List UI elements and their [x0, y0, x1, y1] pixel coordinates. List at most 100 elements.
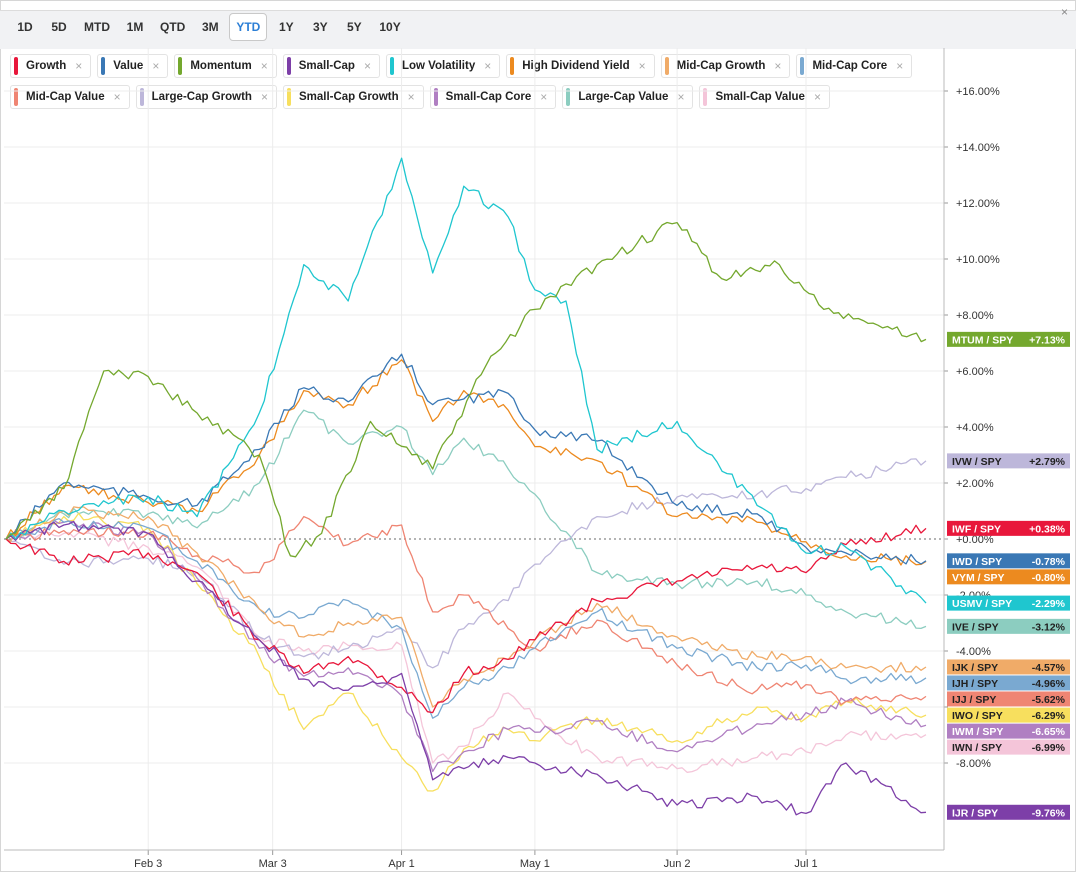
range-button-3m[interactable]: 3M — [202, 20, 219, 34]
remove-series-icon[interactable]: × — [774, 59, 782, 73]
legend-chip-small-cap[interactable]: Small-Cap × — [282, 54, 380, 78]
remove-series-icon[interactable]: × — [638, 59, 646, 73]
value-tag-bg — [947, 659, 1070, 675]
legend-swatch — [703, 88, 708, 106]
remove-series-icon[interactable]: × — [260, 90, 268, 104]
value-tag-value: -2.29% — [1032, 598, 1066, 610]
range-button-mtd[interactable]: MTD — [84, 20, 110, 34]
value-tag-ijr: IJR / SPY -9.76% — [947, 804, 1070, 820]
remove-series-icon[interactable]: × — [113, 90, 121, 104]
value-tag-usmv: USMV / SPY -2.29% — [947, 595, 1070, 611]
range-button-3y[interactable]: 3Y — [313, 20, 328, 34]
legend-swatch — [566, 88, 571, 106]
value-tag-value: -4.57% — [1032, 662, 1066, 674]
range-button-10y[interactable]: 10Y — [379, 20, 401, 34]
legend-chip-momentum[interactable]: Momentum × — [174, 54, 277, 78]
legend-swatch — [664, 57, 669, 75]
legend-chip-large-cap-value[interactable]: Large-Cap Value × — [562, 85, 694, 109]
legend-label: Small-Cap Core — [445, 91, 532, 103]
legend-label: Growth — [26, 60, 67, 72]
remove-series-icon[interactable]: × — [363, 59, 371, 73]
value-tag-vym: VYM / SPY -0.80% — [947, 569, 1070, 585]
y-tick-label: +8.00% — [956, 310, 994, 322]
legend-chip-mid-cap-value[interactable]: Mid-Cap Value × — [10, 85, 130, 109]
legend-label: Small-Cap Growth — [298, 91, 399, 103]
legend-chip-growth[interactable]: Growth × — [10, 54, 92, 78]
value-tag-value: -4.96% — [1032, 678, 1066, 690]
legend-chip-value[interactable]: Value × — [97, 54, 169, 78]
legend-label: Value — [113, 60, 144, 72]
range-button-1m[interactable]: 1M — [126, 20, 144, 34]
value-tag-bg — [947, 453, 1070, 469]
value-tag-value: +0.38% — [1029, 523, 1066, 535]
value-tag-ticker: IJK / SPY — [952, 662, 998, 674]
legend-chip-high-dividend-yield[interactable]: High Dividend Yield × — [506, 54, 655, 78]
range-button-1y[interactable]: 1Y — [279, 20, 294, 34]
x-tick-label: May 1 — [520, 858, 550, 870]
legend-swatch — [14, 88, 18, 106]
value-tag-value: -6.99% — [1032, 742, 1066, 754]
y-tick-label: +6.00% — [956, 366, 994, 378]
value-tag-bg — [947, 804, 1070, 820]
legend-label: Momentum — [190, 60, 252, 72]
value-tag-iwo: IWO / SPY -6.29% — [947, 707, 1070, 723]
value-tag-ijk: IJK / SPY -4.57% — [947, 659, 1070, 675]
value-tag-bg — [947, 520, 1070, 536]
value-tag-bg — [947, 595, 1070, 611]
remove-series-icon[interactable]: × — [813, 90, 821, 104]
series-line-ijr — [5, 520, 927, 816]
range-button-ytd[interactable]: YTD — [229, 13, 268, 41]
remove-series-icon[interactable]: × — [484, 59, 492, 73]
value-tag-ticker: VYM / SPY — [952, 572, 1005, 584]
remove-series-icon[interactable]: × — [407, 90, 415, 104]
range-button-qtd[interactable]: QTD — [160, 20, 186, 34]
value-tag-ticker: IJH / SPY — [952, 678, 998, 690]
legend-swatch — [389, 57, 394, 75]
series-line-usmv — [5, 157, 927, 604]
legend-chip-mid-cap-core[interactable]: Mid-Cap Core × — [796, 54, 913, 78]
remove-series-icon[interactable]: × — [540, 90, 548, 104]
series-line-vym — [5, 359, 927, 566]
legend-label: High Dividend Yield — [522, 60, 630, 72]
remove-series-icon[interactable]: × — [152, 59, 160, 73]
range-button-5d[interactable]: 5D — [51, 20, 67, 34]
legend-label: Mid-Cap Core — [812, 60, 888, 72]
range-button-1d[interactable]: 1D — [17, 20, 33, 34]
y-tick-label: -8.00% — [956, 758, 991, 770]
legend-chip-large-cap-growth[interactable]: Large-Cap Growth × — [135, 85, 277, 109]
value-tag-iwf: IWF / SPY +0.38% — [947, 520, 1070, 536]
legend-chip-low-volatility[interactable]: Low Volatility × — [385, 54, 501, 78]
range-toolbar: × — [0, 5, 1076, 49]
series-line-iwf — [5, 524, 927, 714]
legend-swatch — [286, 88, 291, 106]
value-tag-iwn: IWN / SPY -6.99% — [947, 739, 1070, 755]
remove-series-icon[interactable]: × — [75, 59, 83, 73]
value-tag-ticker: IWF / SPY — [952, 523, 1001, 535]
value-tag-ticker: IWM / SPY — [952, 726, 1003, 738]
remove-series-icon[interactable]: × — [896, 59, 904, 73]
value-tag-ijj: IJJ / SPY -5.62% — [947, 691, 1070, 707]
remove-series-icon[interactable]: × — [677, 90, 685, 104]
close-icon[interactable]: × — [1060, 5, 1068, 19]
legend-label: Mid-Cap Value — [26, 91, 105, 103]
series-line-ive — [5, 409, 927, 630]
legend-chip-small-cap-growth[interactable]: Small-Cap Growth × — [282, 85, 424, 109]
legend-label: Mid-Cap Growth — [676, 60, 766, 72]
value-tag-bg — [947, 707, 1070, 723]
value-tag-ticker: IWN / SPY — [952, 742, 1002, 754]
y-tick-label: +4.00% — [956, 422, 994, 434]
x-tick-label: Mar 3 — [259, 858, 287, 870]
range-button-5y[interactable]: 5Y — [347, 20, 362, 34]
value-tag-iwm: IWM / SPY -6.65% — [947, 723, 1070, 739]
value-tag-bg — [947, 675, 1070, 691]
value-tag-mtum: MTUM / SPY +7.13% — [947, 331, 1070, 347]
value-tag-ticker: USMV / SPY — [952, 598, 1012, 610]
remove-series-icon[interactable]: × — [260, 59, 268, 73]
legend-chip-mid-cap-growth[interactable]: Mid-Cap Growth × — [660, 54, 791, 78]
legend-swatch — [101, 57, 106, 75]
legend-swatch — [139, 88, 144, 106]
legend-chip-small-cap-value[interactable]: Small-Cap Value × — [699, 85, 830, 109]
value-tag-bg — [947, 723, 1070, 739]
series-line-ijk — [5, 506, 927, 708]
